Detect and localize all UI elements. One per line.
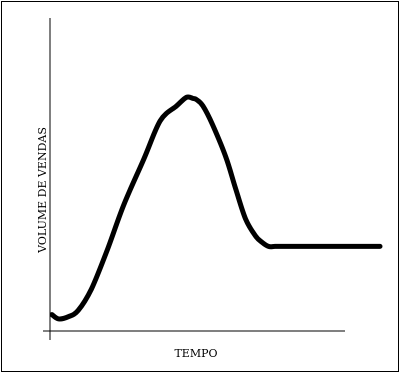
x-axis-label: TEMPO [174,347,217,360]
chart-frame [1,1,399,372]
y-axis-label: VOLUME DE VENDAS [36,127,49,254]
series-line [49,94,383,322]
